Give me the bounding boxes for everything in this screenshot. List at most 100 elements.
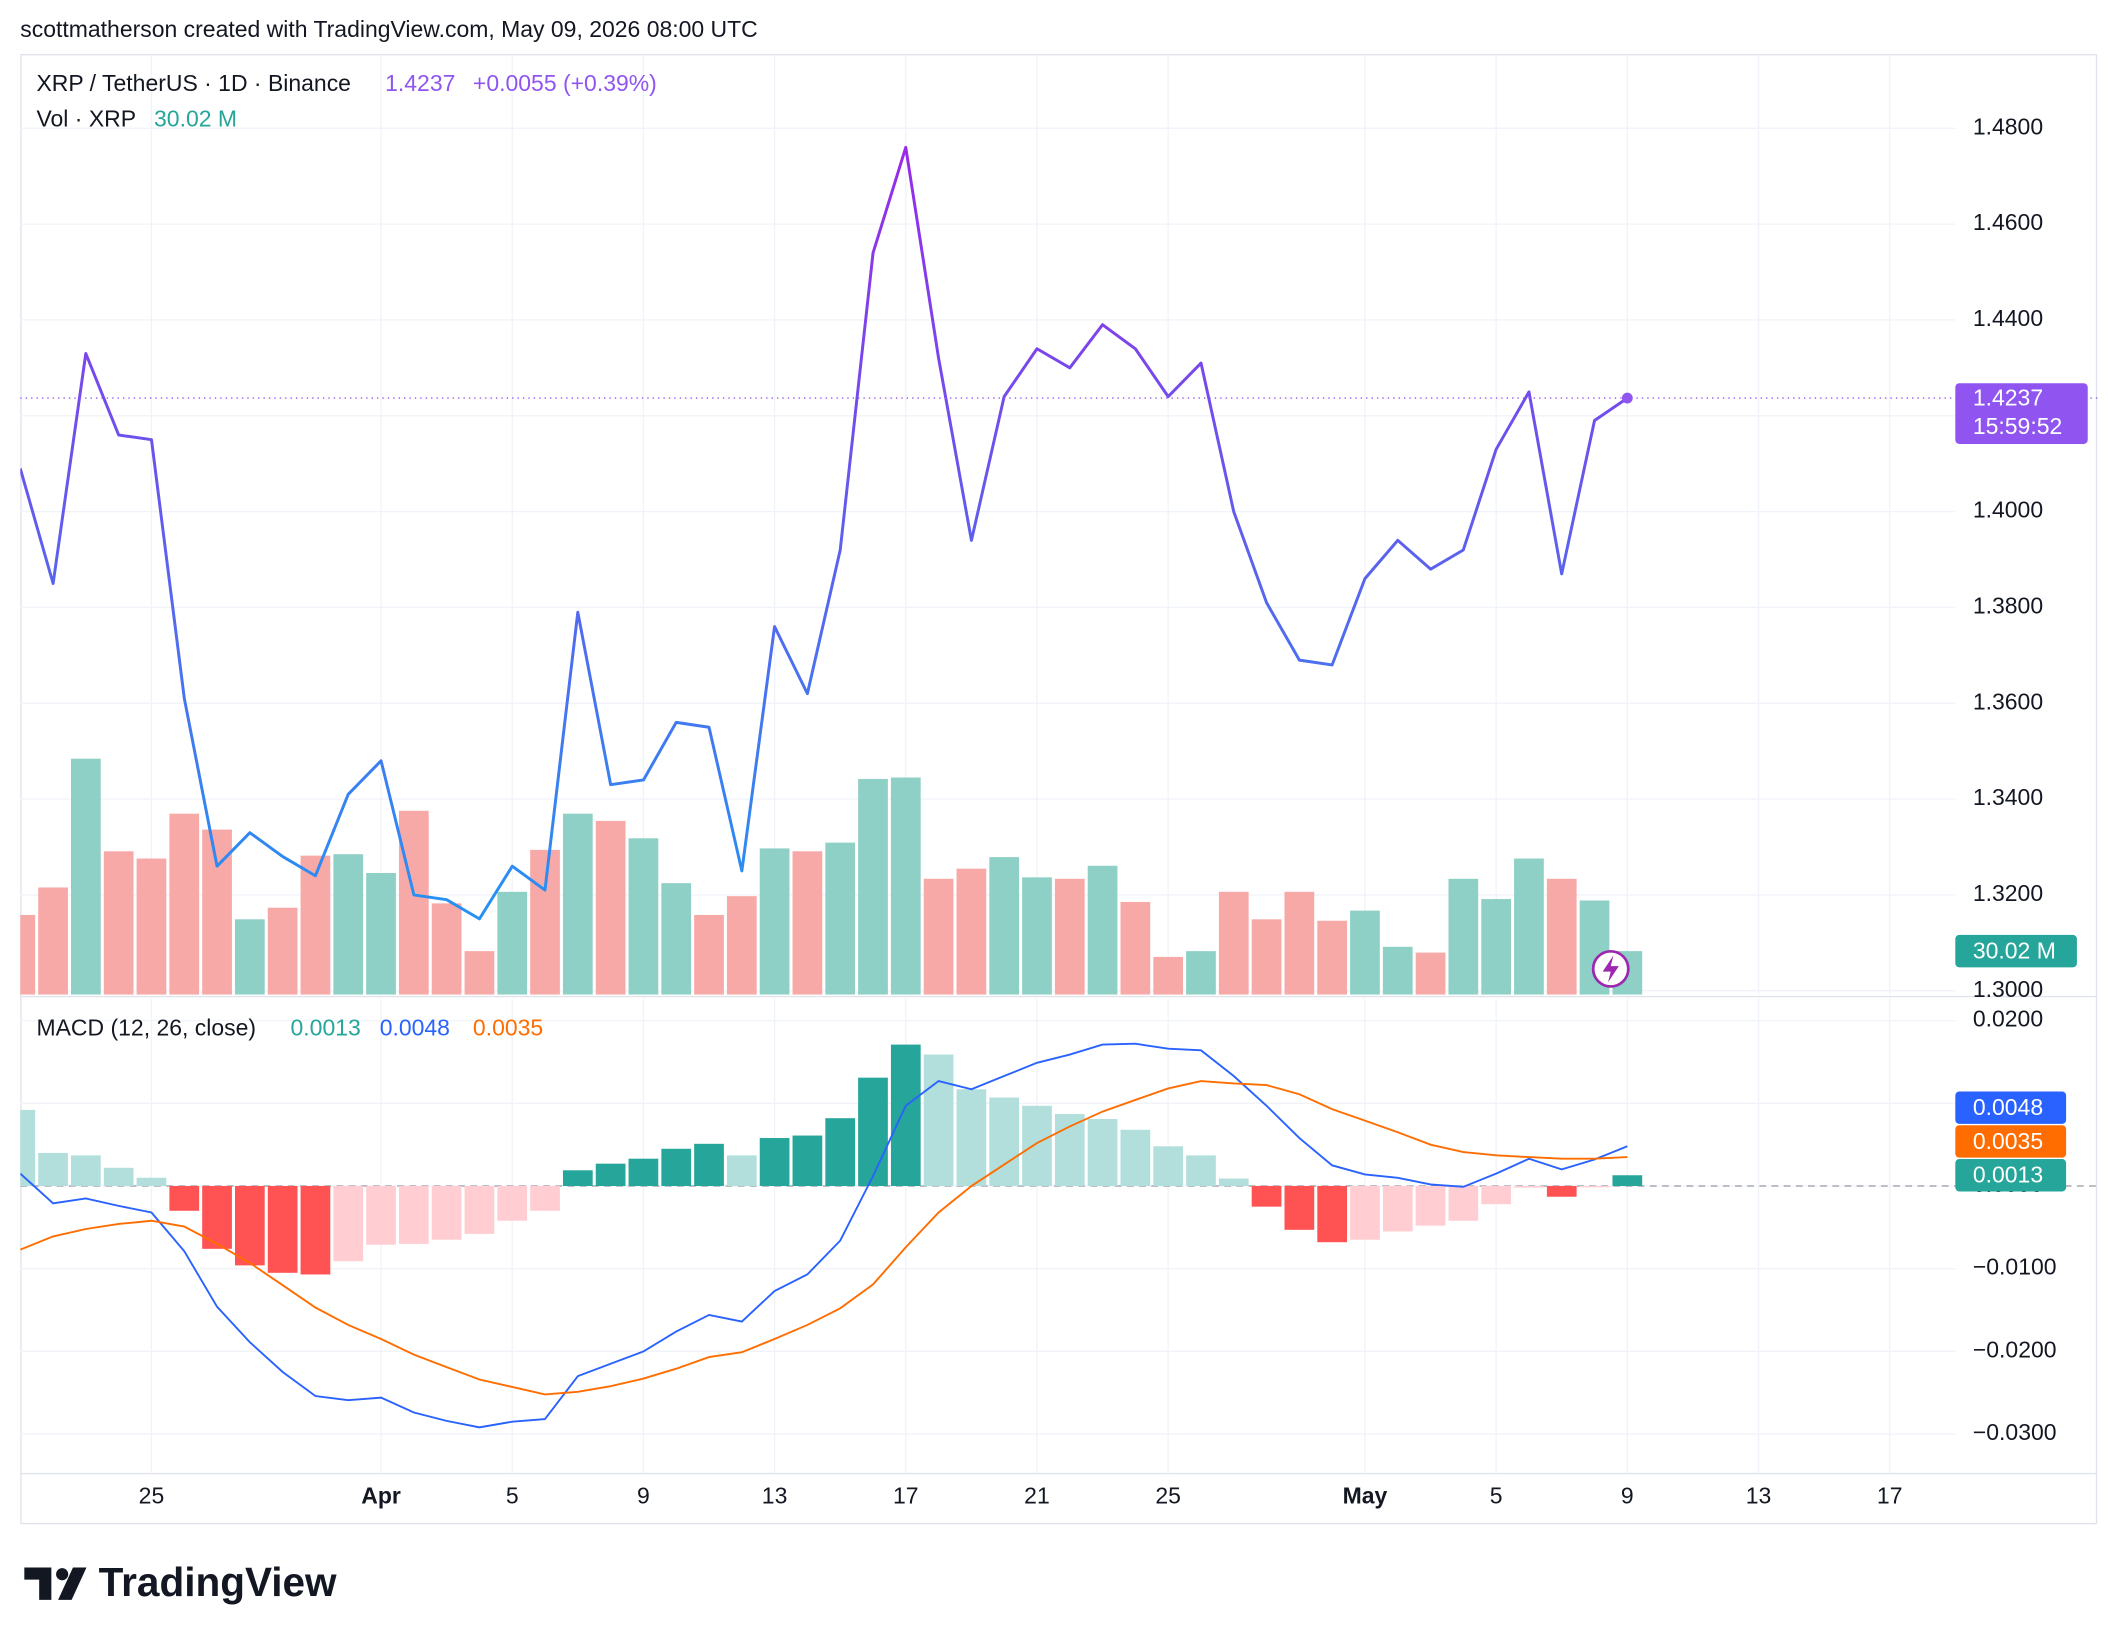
macd-hist-last: 0.0013 — [291, 1015, 361, 1041]
volume-bar — [234, 919, 265, 995]
macd-histogram-bar — [38, 1152, 68, 1186]
macd-histogram-bar — [1284, 1185, 1315, 1230]
macd-histogram-bar — [1022, 1105, 1052, 1186]
brand-logo: TradingView — [24, 1559, 337, 1605]
x-tick-label: 21 — [1024, 1482, 1050, 1508]
y-tick-label: 1.4800 — [1973, 113, 2043, 139]
macd-histogram-bar — [694, 1143, 724, 1186]
volume-bar — [1087, 865, 1118, 995]
macd-histogram-bar — [792, 1135, 823, 1186]
price-pane — [20, 145, 1956, 921]
volume-bar — [694, 914, 724, 995]
macd-pane — [20, 1042, 1956, 1429]
volume-bar — [825, 842, 856, 995]
macd-histogram-bar — [1448, 1185, 1479, 1221]
volume-bar — [726, 896, 757, 995]
volume-bar — [792, 851, 823, 995]
volume-bar — [595, 820, 626, 995]
volume-bar — [103, 851, 134, 995]
volume-bar — [1382, 946, 1413, 995]
macd-histogram-bar — [890, 1044, 921, 1186]
alert-icon[interactable] — [1591, 949, 1630, 988]
macd-tag — [1955, 1091, 2067, 1124]
macd-histogram-bar — [956, 1089, 987, 1186]
y-tick-label: 0.0200 — [1973, 1006, 2043, 1032]
volume-bar — [1218, 891, 1249, 995]
volume-bar — [628, 838, 659, 995]
signal-line — [20, 1080, 1628, 1396]
macd-histogram-bar — [1382, 1185, 1413, 1232]
alert-bolt[interactable] — [1602, 955, 1619, 983]
macd-histogram-bar — [825, 1118, 856, 1186]
y-tick-label: 1.3200 — [1973, 880, 2043, 906]
credit: scottmatherson created with TradingView.… — [20, 16, 758, 42]
macd-histogram-bar — [1251, 1185, 1282, 1207]
macd-histogram-bar — [20, 1109, 36, 1186]
macd-histogram-bar — [1186, 1155, 1216, 1186]
price-line — [20, 145, 1629, 921]
macd-histogram-bar — [1054, 1114, 1085, 1186]
macd-histogram-bar — [1120, 1129, 1151, 1186]
volume-bar — [136, 858, 167, 995]
volume-bar — [1022, 877, 1052, 995]
volume-bar — [169, 813, 200, 995]
y-tick-label: 1.4400 — [1973, 305, 2043, 331]
x-tick-label: 13 — [1746, 1482, 1772, 1508]
y-tick-label: −0.0100 — [1973, 1254, 2057, 1280]
volume-bar — [464, 951, 495, 995]
y-tick-label: 1.3400 — [1973, 784, 2043, 810]
macd-histogram-bar — [923, 1054, 954, 1186]
volume-bar — [1546, 878, 1577, 995]
volume-pane — [20, 758, 1643, 995]
x-tick-label: 9 — [637, 1482, 650, 1508]
macd-tag — [1955, 1125, 2067, 1158]
volume-bar — [989, 857, 1020, 995]
volume-bar — [1054, 878, 1085, 995]
macd-histogram-bar — [497, 1185, 528, 1221]
logo-slash — [58, 1567, 87, 1600]
macd-histogram-bar — [1514, 1185, 1544, 1188]
last-price: 1.4237 — [385, 70, 455, 96]
volume-bar — [300, 855, 331, 995]
macd-histogram-bar — [136, 1177, 167, 1186]
macd-histogram-bar — [366, 1185, 396, 1245]
x-tick-label: May — [1343, 1482, 1388, 1508]
price-tag — [1955, 383, 2088, 444]
macd-histogram-bar — [530, 1185, 560, 1211]
x-tick-label: Apr — [361, 1482, 401, 1508]
macd-histogram-bar — [628, 1158, 659, 1186]
volume-bar — [1251, 919, 1282, 995]
macd-histogram-bar — [1546, 1185, 1577, 1197]
volume-bar — [562, 813, 593, 995]
volume-bar — [267, 907, 298, 995]
macd-histogram-bar — [661, 1148, 692, 1186]
volume-bar — [398, 810, 429, 995]
macd-histogram-bar — [1218, 1178, 1249, 1186]
macd-histogram-bar — [1612, 1175, 1643, 1186]
y-tick-label: 1.3800 — [1973, 592, 2043, 618]
last-price-dot — [1621, 392, 1633, 404]
volume-bar — [1284, 891, 1315, 995]
macd-histogram-bar — [858, 1077, 888, 1186]
volume-bar — [366, 873, 396, 995]
volume-bar — [530, 849, 560, 995]
volume-bar — [1350, 910, 1380, 995]
macd-tag — [1955, 1159, 2067, 1192]
macd-histogram-bar — [562, 1170, 593, 1186]
macd-histogram-bar — [1350, 1185, 1380, 1240]
macd-histogram-bar — [1579, 1185, 1610, 1188]
axis-tags: 1.4237 15:59:52 30.02 M 0.0013 0.0035 0.0048 — [1955, 383, 2088, 1192]
logo-dot — [56, 1568, 69, 1581]
countdown-label: 15:59:52 — [1973, 413, 2062, 439]
volume-bar — [1317, 920, 1348, 995]
macd-histogram-bar — [1481, 1185, 1512, 1205]
volume-bar — [333, 854, 364, 995]
y-tick-label: 1.4600 — [1973, 209, 2043, 235]
volume-bar — [1481, 899, 1512, 995]
volume-bar — [661, 883, 692, 995]
volume-bar — [1514, 858, 1544, 995]
macd-line — [20, 1042, 1628, 1429]
macd-histogram-bar — [759, 1138, 790, 1186]
